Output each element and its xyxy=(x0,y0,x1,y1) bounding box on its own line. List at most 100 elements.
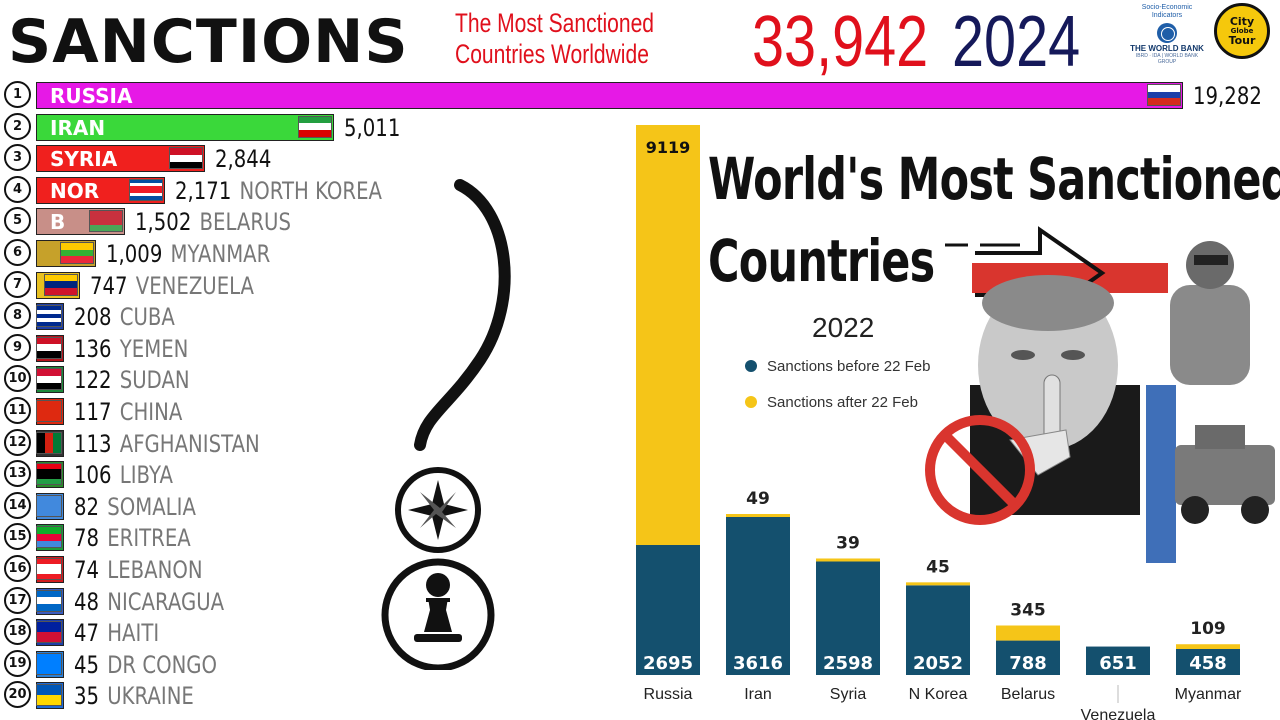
bar-value-label: 122 SUDAN xyxy=(74,366,190,394)
leader-photo-collage xyxy=(925,226,1275,563)
bar-value-label: 74 LEBANON xyxy=(74,556,203,584)
legend-item-before: Sanctions before 22 Feb xyxy=(745,348,930,384)
world-bank-line-1: Socio-Economic xyxy=(1141,4,1193,11)
after-value-label: 345 xyxy=(1010,600,1046,620)
logo-word-3: Tour xyxy=(1228,34,1256,47)
question-mark-curve xyxy=(414,179,511,451)
bar-value-label: 35 UKRAINE xyxy=(74,682,194,710)
rank-badge: 12 xyxy=(4,428,31,456)
dr-congo-flag-icon xyxy=(36,652,62,675)
country-name-label: CUBA xyxy=(119,303,175,332)
subtitle-line-1: The Most Sanctioned xyxy=(455,8,655,38)
value-number: 47 xyxy=(74,619,100,648)
category-label: Myanmar xyxy=(1175,686,1242,703)
bar-before-n-korea xyxy=(906,585,970,675)
bar-value-label: 45 DR CONGO xyxy=(74,651,217,679)
bar-before-myanmar xyxy=(1176,649,1240,675)
bar-label: B xyxy=(50,210,66,235)
country-name-label: YEMEN xyxy=(119,334,189,363)
value-number: 1,009 xyxy=(106,240,163,268)
bar-value-label: 106 LIBYA xyxy=(74,461,173,489)
before-value-label: 651 xyxy=(1099,653,1137,674)
rank-badge: 20 xyxy=(4,681,31,709)
country-name-label: SOMALIA xyxy=(107,492,196,521)
rank-badge: 16 xyxy=(4,555,31,582)
legend-label-after: Sanctions after 22 Feb xyxy=(767,393,918,411)
value-number: 1,502 xyxy=(135,208,192,237)
country-name-label: LEBANON xyxy=(107,556,203,584)
video-title: SANCTIONS xyxy=(8,7,409,77)
myanmar-flag-icon xyxy=(60,242,94,264)
bar-value-label: 136 YEMEN xyxy=(74,335,188,363)
logo-word-1: City xyxy=(1229,15,1255,28)
somalia-flag-icon xyxy=(36,494,62,517)
rank-badge: 7 xyxy=(4,270,31,298)
world-bank-name: THE WORLD BANK xyxy=(1130,44,1204,53)
bar-label: NOR xyxy=(50,178,100,203)
bar-before-belarus xyxy=(996,640,1060,675)
after-value-label: 39 xyxy=(836,533,860,553)
bar-value-label: 78 ERITREA xyxy=(74,524,191,552)
rank-badge: 19 xyxy=(4,649,31,677)
bar-value-label: 2,844 xyxy=(215,145,271,173)
rank-badge: 11 xyxy=(4,397,31,424)
value-number: 106 xyxy=(74,461,112,490)
after-value-label: 109 xyxy=(1190,619,1226,639)
bar-value-label: 747 VENEZUELA xyxy=(90,272,254,300)
stacked-bar-chart: 2695 9119 Russia 3616 49 Iran 2598 39 Syria 2052 4… xyxy=(636,125,1242,720)
country-name-label: HAITI xyxy=(107,619,160,648)
chart-legend: Sanctions before 22 Feb Sanctions after … xyxy=(745,348,930,420)
legend-item-after: Sanctions after 22 Feb xyxy=(745,384,930,420)
world-bank-logo: Socio-Economic Indicators THE WORLD BANK… xyxy=(1128,4,1206,65)
rank-badge: 13 xyxy=(4,460,31,488)
category-label: Venezuela xyxy=(1081,707,1156,720)
video-subtitle: The Most Sanctioned Countries Worldwide xyxy=(455,8,654,70)
bar-value-label: 82 SOMALIA xyxy=(74,493,196,521)
chess-pawn-icon xyxy=(381,558,495,670)
category-label: Russia xyxy=(644,686,693,703)
bar-value-label: 113 AFGHANISTAN xyxy=(74,430,260,458)
russia-flag-icon xyxy=(1147,84,1181,106)
ukraine-flag-icon xyxy=(36,684,62,707)
infographic-title: World's Most Sanctioned Countries xyxy=(708,138,1280,302)
belarus-flag-icon xyxy=(89,210,123,233)
haiti-flag-icon xyxy=(36,621,62,644)
value-number: 2,844 xyxy=(215,145,272,174)
rank-badge: 3 xyxy=(4,144,31,172)
after-value-label: 9119 xyxy=(646,138,691,157)
sudan-flag-icon xyxy=(36,368,62,391)
infographic-title-line-1: World's Most Sanctioned xyxy=(708,145,1280,213)
world-bank-small: IBRD · IDA | WORLD BANK GROUP xyxy=(1135,53,1199,65)
bar-before-syria xyxy=(816,561,880,675)
lebanon-flag-icon xyxy=(36,558,62,580)
value-number: 117 xyxy=(74,398,112,426)
total-sanctions-counter: 33,942 xyxy=(752,2,929,82)
bar-after-myanmar xyxy=(1176,644,1240,649)
yemen-flag-icon xyxy=(36,336,62,359)
rank-badge: 5 xyxy=(4,207,31,235)
globe-icon xyxy=(1157,23,1177,43)
value-number: 208 xyxy=(74,303,112,332)
country-name-label: NORTH KOREA xyxy=(239,176,382,205)
bar-after-belarus xyxy=(996,625,1060,641)
year-counter: 2024 xyxy=(952,2,1081,82)
rank-badge: 10 xyxy=(4,365,31,393)
infographic-year: 2022 xyxy=(812,312,875,343)
armored-vehicle-icon xyxy=(1175,425,1275,524)
country-name-label: AFGHANISTAN xyxy=(119,429,260,458)
venezuela-flag-icon xyxy=(44,273,78,296)
cuba-flag-icon xyxy=(36,305,62,328)
bar-value-label: 47 HAITI xyxy=(74,619,159,647)
bar-value-label: 19,282 xyxy=(1193,82,1262,110)
country-name-label: BELARUS xyxy=(199,208,291,237)
compass-rose-icon xyxy=(395,467,481,553)
blue-stripe xyxy=(1146,385,1176,563)
soldier-figure xyxy=(1170,241,1250,385)
value-number: 5,011 xyxy=(344,113,401,142)
country-name-label: LIBYA xyxy=(119,461,173,490)
after-value-label: 45 xyxy=(926,557,950,577)
rank-badge: 14 xyxy=(4,491,31,519)
category-label: Syria xyxy=(830,686,867,703)
bar-before-iran xyxy=(726,517,790,675)
bar-after-iran xyxy=(726,514,790,517)
